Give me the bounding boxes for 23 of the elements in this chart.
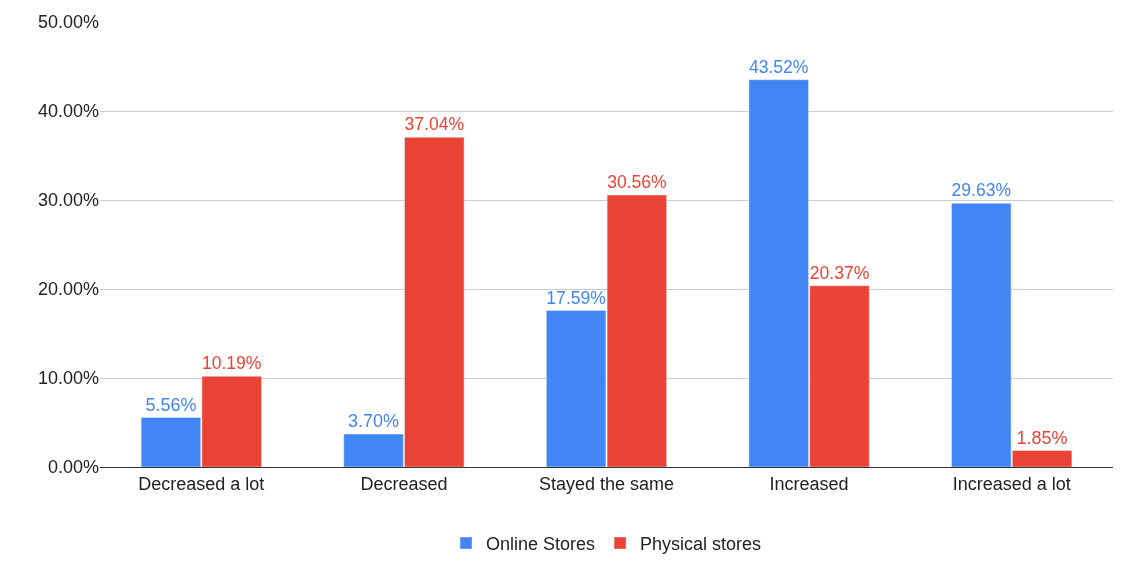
x-tick-label: Decreased [360,473,448,494]
y-tick-label: 20.00% [37,279,99,300]
x-tick-label: Stayed the same [538,473,675,494]
y-tick-label: 10.00% [37,368,99,389]
data-label: 5.56% [145,394,197,415]
data-label: 10.19% [201,353,262,374]
legend-label: Online Stores [486,534,596,555]
x-tick-label: Increased a lot [952,473,1071,494]
data-label: 29.63% [951,180,1012,201]
y-tick-label: 40.00% [37,101,99,122]
data-label: 37.04% [404,114,465,135]
data-label: 17.59% [546,287,606,308]
x-tick-label: Decreased a lot [138,473,265,494]
data-label: 1.85% [1016,427,1068,448]
data-label: 3.70% [347,411,400,432]
data-label: 43.52% [748,56,809,77]
y-tick-label: 0.00% [47,457,99,478]
y-tick-label: 30.00% [37,190,99,211]
data-label: 30.56% [607,172,667,193]
data-label: 20.37% [809,262,870,283]
legend-label: Physical stores [640,534,762,555]
y-tick-label: 50.00% [37,12,99,33]
x-tick-label: Increased [769,473,849,494]
